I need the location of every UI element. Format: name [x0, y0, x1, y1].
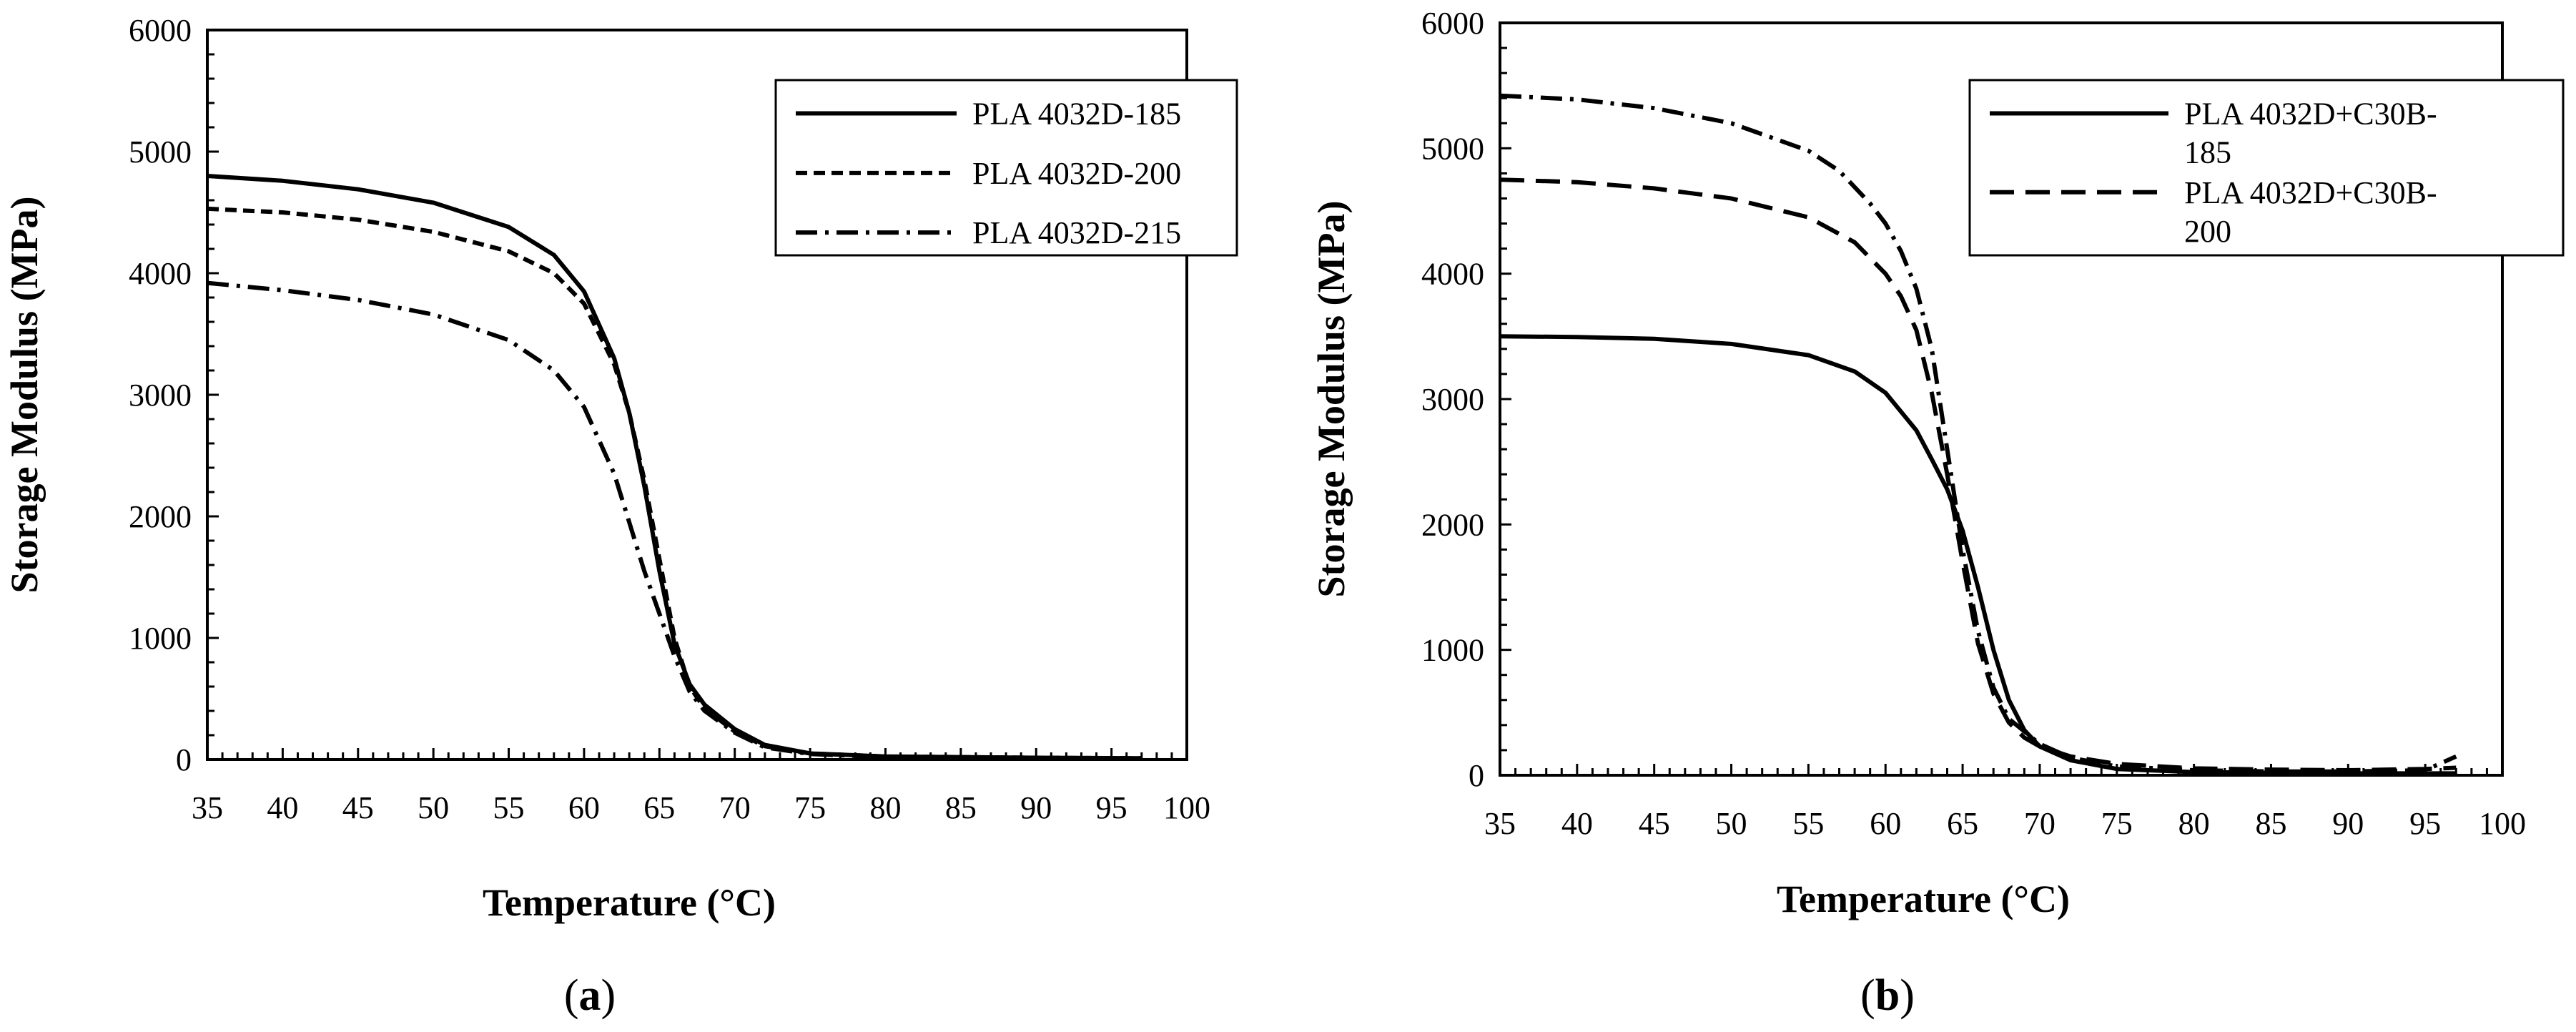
x-tick-label: 80 [2178, 806, 2210, 841]
legend-label-3: PLA 4032D-215 [972, 215, 1181, 250]
x-tick-label: 100 [2479, 806, 2526, 841]
x-tick-label: 90 [2332, 806, 2364, 841]
x-axis-title: Temperature (°C) [483, 881, 776, 924]
y-tick-label: 0 [176, 742, 192, 777]
series-line-1 [1499, 334, 2457, 776]
y-axis-title: Storage Modulus (MPa) [1310, 201, 1353, 598]
x-tick-label: 95 [1096, 790, 1127, 825]
y-tick-label: 4000 [129, 256, 192, 291]
legend-label-1: PLA 4032D-185 [972, 97, 1181, 132]
x-tick-label: 45 [1639, 806, 1670, 841]
legend-label-1: PLA 4032D+C30B- [2184, 97, 2437, 132]
y-tick-label: 3000 [1421, 382, 1484, 417]
legend-label-2: PLA 4032D-200 [972, 156, 1181, 191]
x-tick-label: 50 [1716, 806, 1747, 841]
legend-label-2: 200 [2184, 214, 2231, 249]
legend-label-2: PLA 4032D+C30B- [2184, 175, 2437, 210]
panel-a-label: (a) [564, 971, 616, 1020]
x-tick-label: 50 [418, 790, 449, 825]
x-tick-label: 35 [1484, 806, 1516, 841]
x-tick-label: 85 [2255, 806, 2286, 841]
x-tick-label: 45 [342, 790, 374, 825]
x-tick-label: 95 [2409, 806, 2441, 841]
legend-label-1: 185 [2184, 135, 2231, 170]
x-tick-label: 80 [869, 790, 901, 825]
panel-a: 35 40 45 50 55 60 65 70 75 80 85 90 95 10001000200030… [3, 13, 1238, 924]
y-tick-label: 5000 [1421, 131, 1484, 166]
series-line-1 [207, 174, 1142, 761]
panel-b-label: (b) [1860, 971, 1915, 1020]
x-tick-label: 35 [192, 790, 223, 825]
x-tick-label: 100 [1163, 790, 1210, 825]
y-tick-label: 2000 [1421, 507, 1484, 542]
y-tick-label: 0 [1469, 758, 1484, 793]
x-tick-label: 60 [568, 790, 600, 825]
y-axis-title: Storage Modulus (MPa) [3, 197, 46, 594]
series-line-3 [1499, 93, 2457, 774]
x-tick-label: 40 [267, 790, 298, 825]
x-axis-title: Temperature (°C) [1777, 878, 2070, 920]
x-tick-label: 75 [794, 790, 826, 825]
y-tick-label: 6000 [129, 13, 192, 48]
x-tick-label: 60 [1870, 806, 1901, 841]
y-tick-label: 5000 [129, 134, 192, 169]
x-tick-label: 70 [719, 790, 751, 825]
x-tick-label: 70 [2024, 806, 2056, 841]
x-tick-label: 85 [945, 790, 977, 825]
x-tick-label: 55 [493, 790, 525, 825]
x-tick-label: 65 [1947, 806, 1978, 841]
legend-box [774, 79, 1238, 257]
series-line-2 [1499, 177, 2457, 772]
series-line-2 [207, 206, 1142, 761]
x-tick-label: 65 [643, 790, 675, 825]
x-tick-label: 75 [2101, 806, 2133, 841]
x-tick-label: 40 [1561, 806, 1593, 841]
y-tick-label: 3000 [129, 378, 192, 413]
y-tick-label: 1000 [1421, 633, 1484, 668]
y-tick-label: 1000 [129, 621, 192, 656]
x-tick-label: 55 [1792, 806, 1824, 841]
series-line-3 [207, 280, 1142, 761]
legend-box [1968, 79, 2565, 257]
y-tick-label: 2000 [129, 499, 192, 534]
y-tick-label: 4000 [1421, 257, 1484, 292]
y-tick-label: 6000 [1421, 6, 1484, 41]
x-tick-label: 90 [1020, 790, 1052, 825]
panel-b: 35 40 45 50 55 60 65 70 75 80 85 90 95 10001000200030… [1310, 6, 2565, 920]
